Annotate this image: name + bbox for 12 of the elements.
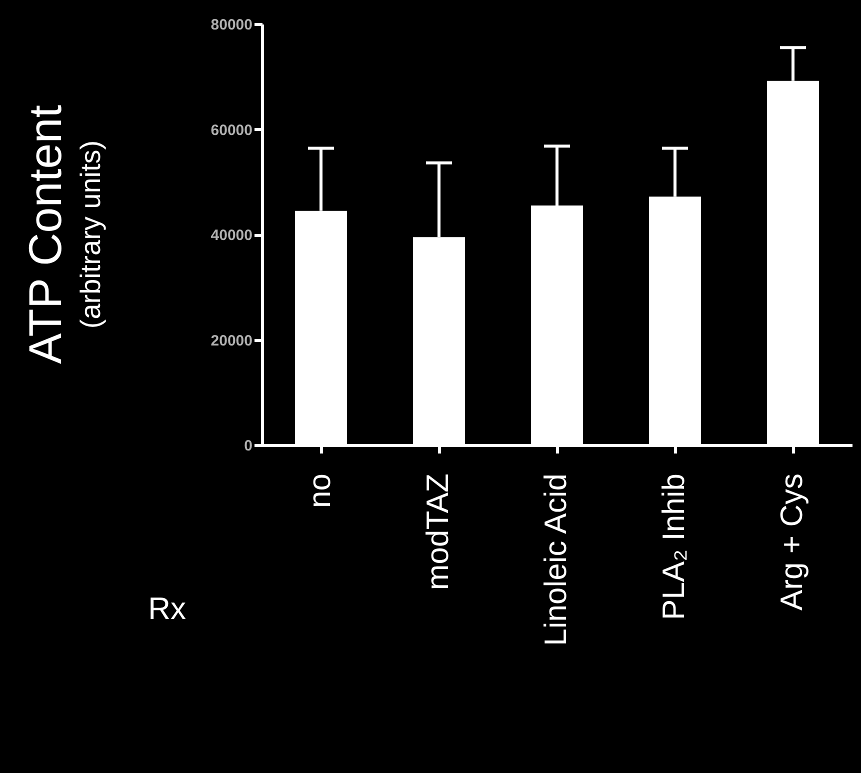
x-tick-label: PLA₂ Inhib: [656, 474, 691, 620]
x-tick-label: Linoleic Acid: [538, 474, 573, 646]
x-tick-label: Arg + Cys: [774, 474, 809, 610]
y-tick-label: 60000: [210, 122, 252, 139]
y-tick-label: 20000: [210, 332, 252, 350]
x-tick-label: modTAZ: [420, 474, 455, 590]
y-tick-label: 40000: [210, 227, 252, 244]
x-tick-label: no: [302, 474, 337, 508]
y-tick-label: 0: [244, 438, 252, 454]
x-axis-title: Rx: [148, 591, 186, 626]
y-tick-label: 80000: [210, 16, 252, 34]
y-axis-title: ATP Content (arbitrary units): [19, 104, 106, 364]
